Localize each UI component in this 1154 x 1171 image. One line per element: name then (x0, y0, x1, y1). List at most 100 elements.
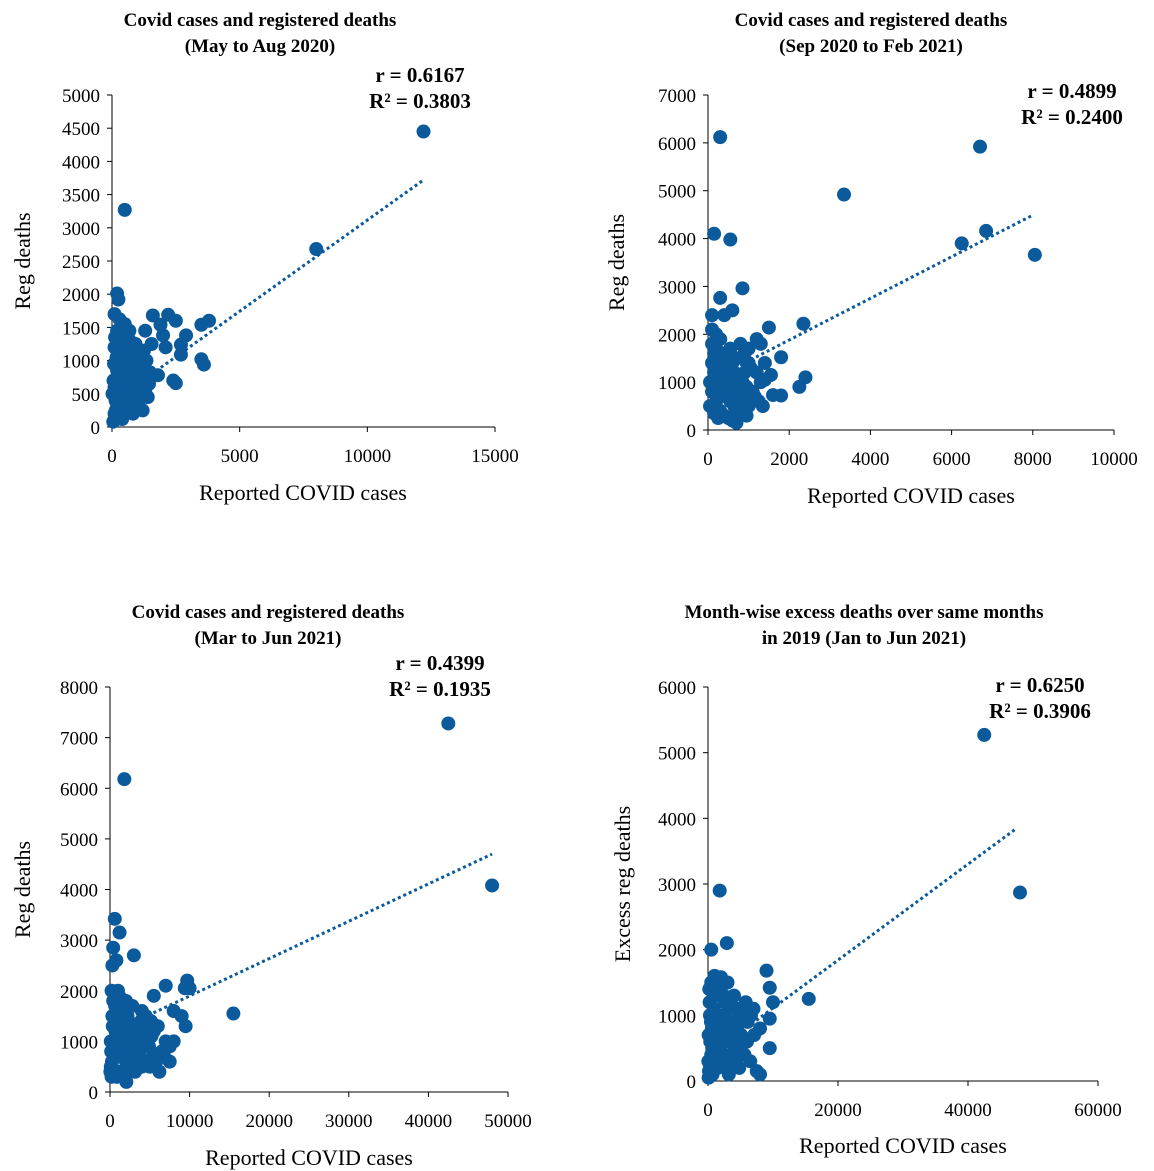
y-tick-label: 1000 (60, 1032, 98, 1053)
trendline (707, 826, 1018, 1058)
data-point (705, 322, 720, 337)
chart-2: Covid cases and registered deaths (Sep 20… (604, 10, 1138, 508)
y-tick-label: 7000 (658, 86, 696, 107)
data-point (759, 963, 774, 978)
y-tick-label: 5000 (658, 182, 696, 203)
x-tick-label: 0 (703, 449, 713, 470)
chart-title-line: Covid cases and registered deaths (124, 10, 397, 31)
data-point (161, 307, 176, 322)
y-tick-label: 1000 (658, 373, 696, 394)
data-point (705, 308, 720, 323)
data-point (129, 353, 144, 368)
data-point (146, 988, 161, 1003)
y-tick-label: 6000 (60, 779, 98, 800)
data-point (126, 383, 141, 398)
data-point (116, 1049, 131, 1064)
x-axis-label: Reported COVID cases (807, 483, 1015, 508)
data-point (733, 1008, 748, 1023)
y-axis-label: Excess reg deaths (610, 806, 635, 962)
y-tick-label: 4000 (60, 881, 98, 902)
data-point (973, 139, 988, 154)
data-point (753, 1067, 767, 1082)
data-point (718, 1054, 733, 1069)
data-point (106, 414, 121, 429)
data-point (701, 1064, 716, 1079)
data-point (125, 406, 140, 421)
data-point (741, 356, 756, 370)
data-point (762, 1041, 777, 1056)
y-tick-label: 1000 (658, 1006, 696, 1027)
data-point (145, 308, 160, 323)
chart-title-line: in 2019 (Jan to Jun 2021) (762, 628, 966, 649)
trendline (109, 852, 493, 1035)
data-point (194, 317, 209, 332)
data-point (113, 401, 128, 416)
data-point (723, 232, 738, 247)
y-tick-label: 0 (91, 418, 101, 439)
data-point (757, 356, 772, 370)
data-point (153, 317, 168, 332)
data-point (703, 399, 718, 414)
y-tick-label: 3500 (62, 186, 100, 207)
data-point (156, 328, 171, 343)
y-tick-label: 2000 (658, 941, 696, 962)
data-point (766, 995, 780, 1010)
data-point (977, 727, 992, 742)
r-squared-label: R² = 0.1935 (389, 677, 491, 701)
x-tick-label: 50000 (484, 1111, 532, 1132)
x-axis-label: Reported COVID cases (199, 480, 407, 505)
data-point (1013, 885, 1027, 900)
y-tick-label: 0 (687, 421, 697, 442)
data-point (126, 948, 141, 963)
correlation-label: r = 0.6167 (375, 63, 464, 87)
data-point (485, 878, 500, 893)
data-point (717, 308, 732, 323)
data-point (104, 1054, 119, 1069)
data-point (954, 236, 969, 251)
x-tick-label: 0 (105, 1111, 115, 1132)
y-tick-label: 5000 (60, 830, 98, 851)
r-squared-label: R² = 0.3803 (369, 89, 471, 113)
data-point (117, 772, 132, 787)
correlation-label: r = 0.4899 (1027, 79, 1116, 103)
data-point (107, 1039, 122, 1054)
trendline (707, 213, 1034, 383)
data-point (128, 1064, 143, 1079)
data-point (140, 1054, 155, 1069)
x-tick-label: 0 (107, 446, 117, 467)
y-tick-label: 500 (72, 385, 101, 406)
y-tick-label: 2000 (62, 285, 100, 306)
data-point (753, 375, 768, 390)
y-tick-label: 3000 (60, 931, 98, 952)
data-point (112, 925, 127, 940)
y-tick-label: 2500 (62, 252, 100, 273)
x-tick-label: 20000 (814, 1100, 862, 1121)
data-point (136, 1024, 151, 1039)
y-tick-label: 2000 (60, 982, 98, 1003)
data-point (761, 320, 776, 335)
data-point (749, 332, 764, 347)
x-tick-label: 10000 (1090, 449, 1138, 470)
data-point (762, 980, 777, 995)
data-point (143, 1014, 158, 1029)
data-point (173, 347, 188, 362)
y-tick-label: 5000 (62, 86, 100, 107)
data-point (105, 958, 120, 973)
data-point (158, 978, 173, 993)
data-point (119, 1074, 134, 1089)
data-point (713, 130, 728, 145)
x-tick-label: 15000 (471, 446, 519, 467)
data-point (112, 988, 127, 1003)
data-point (168, 376, 183, 391)
data-point (157, 1049, 172, 1064)
chart-title-line: Month-wise excess deaths over same month… (684, 602, 1043, 623)
chart-4: Month-wise excess deaths over same month… (610, 602, 1122, 1158)
data-point (107, 307, 122, 322)
data-point (703, 1034, 718, 1049)
y-tick-label: 4000 (658, 809, 696, 830)
y-tick-label: 2000 (658, 325, 696, 346)
data-point (732, 1060, 747, 1075)
data-point (179, 328, 194, 343)
x-tick-label: 60000 (1074, 1100, 1122, 1121)
